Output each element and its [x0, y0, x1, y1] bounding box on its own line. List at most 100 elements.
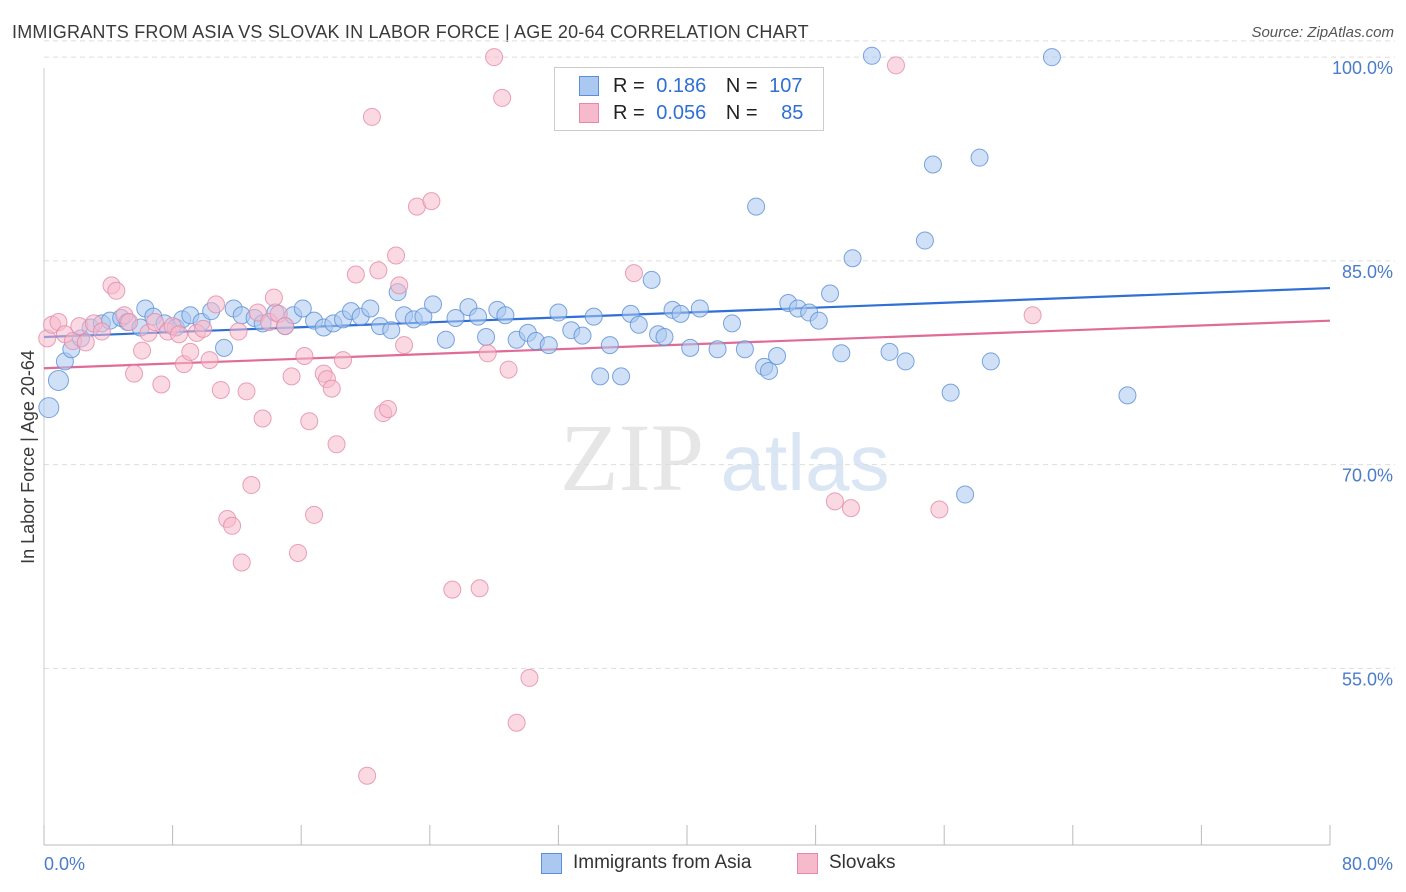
data-point [655, 327, 674, 346]
legend-text-series2: R = 0.056 N = 85 [613, 102, 803, 125]
legend-text-series1: R = 0.186 N = 107 [613, 75, 803, 98]
r-value: 0.186 [656, 75, 707, 97]
data-point [809, 311, 828, 330]
r-label: R = [613, 75, 645, 97]
data-point [539, 336, 558, 355]
x-tick-label: 80.0% [1342, 854, 1393, 874]
data-point [956, 485, 975, 504]
data-point [120, 313, 139, 332]
y-tick-label: 70.0% [1342, 466, 1393, 486]
data-point [362, 107, 381, 126]
data-point [941, 383, 960, 402]
data-point [107, 281, 126, 300]
data-point [1118, 386, 1137, 405]
data-point [723, 314, 742, 333]
data-point [600, 336, 619, 355]
data-point [499, 360, 518, 379]
data-point [549, 303, 568, 322]
data-point [229, 322, 248, 341]
data-point [276, 317, 295, 336]
data-point [369, 261, 388, 280]
data-point [970, 148, 989, 167]
data-point [591, 367, 610, 386]
data-point [346, 265, 365, 284]
legend-swatch-series2 [579, 103, 599, 123]
gridlines [44, 40, 1395, 669]
data-point [215, 338, 234, 357]
x-tick-label: 0.0% [44, 854, 85, 874]
chart-title: IMMIGRANTS FROM ASIA VS SLOVAK IN LABOR … [12, 22, 809, 42]
stats-legend: R = 0.186 N = 107 R = 0.056 N = 85 [554, 67, 824, 131]
data-point [930, 500, 949, 519]
data-point [422, 192, 441, 211]
data-point [264, 288, 283, 307]
data-point [387, 246, 406, 265]
data-point [886, 56, 905, 75]
data-point [300, 412, 319, 431]
data-point [880, 342, 899, 361]
data-point [478, 344, 497, 363]
data-point [642, 270, 661, 289]
data-point [194, 319, 213, 338]
data-point [242, 476, 261, 495]
data-point [841, 499, 860, 518]
r-label: R = [613, 102, 645, 124]
data-point [469, 307, 488, 326]
data-point [825, 492, 844, 511]
data-point [1023, 306, 1042, 325]
bottom-legend-swatch-series2 [797, 853, 818, 874]
data-point [358, 766, 377, 785]
data-point [76, 333, 95, 352]
data-point [573, 326, 592, 345]
y-tick-label: 100.0% [1332, 58, 1393, 78]
data-point [681, 338, 700, 357]
data-point [690, 299, 709, 318]
data-point [92, 322, 111, 341]
data-point [747, 197, 766, 216]
data-points [38, 46, 1137, 785]
data-point [768, 347, 787, 365]
data-point [708, 340, 727, 359]
tick-labels: 55.0% 70.0% 85.0% 100.0% 0.0% 80.0% [44, 58, 1393, 874]
data-point [436, 330, 455, 349]
legend-swatch-series1 [579, 76, 599, 96]
watermark-zip: ZIP [560, 404, 704, 511]
data-point [361, 299, 380, 318]
data-point [843, 249, 862, 268]
data-point [232, 553, 251, 572]
data-point [293, 299, 312, 318]
data-point [181, 342, 200, 361]
data-point [170, 325, 189, 344]
data-point [38, 397, 60, 419]
data-point [152, 375, 171, 394]
data-point [496, 306, 515, 325]
data-point [282, 367, 301, 386]
data-point [333, 351, 352, 370]
y-axis-label: In Labor Force | Age 20-64 [18, 350, 38, 564]
n-value: 107 [769, 75, 803, 97]
data-point [125, 364, 144, 383]
data-point [446, 308, 465, 327]
data-point [443, 580, 462, 599]
data-point [1042, 48, 1061, 67]
data-point [735, 340, 754, 359]
n-label: N = [725, 75, 758, 97]
data-point [520, 668, 539, 687]
watermark-atlas: atlas [721, 418, 890, 507]
bottom-legend-swatch-series1 [541, 853, 562, 874]
data-point [612, 367, 631, 386]
axes [43, 68, 1331, 846]
n-value: 85 [781, 102, 804, 124]
data-point [200, 351, 219, 370]
data-point [295, 347, 314, 365]
data-point [379, 399, 398, 418]
data-point [896, 352, 915, 371]
data-point [821, 284, 840, 303]
data-point [395, 336, 414, 355]
data-point [424, 295, 443, 314]
data-point [253, 409, 272, 428]
data-point [327, 435, 346, 454]
y-tick-label: 85.0% [1342, 262, 1393, 282]
data-point [915, 231, 934, 250]
